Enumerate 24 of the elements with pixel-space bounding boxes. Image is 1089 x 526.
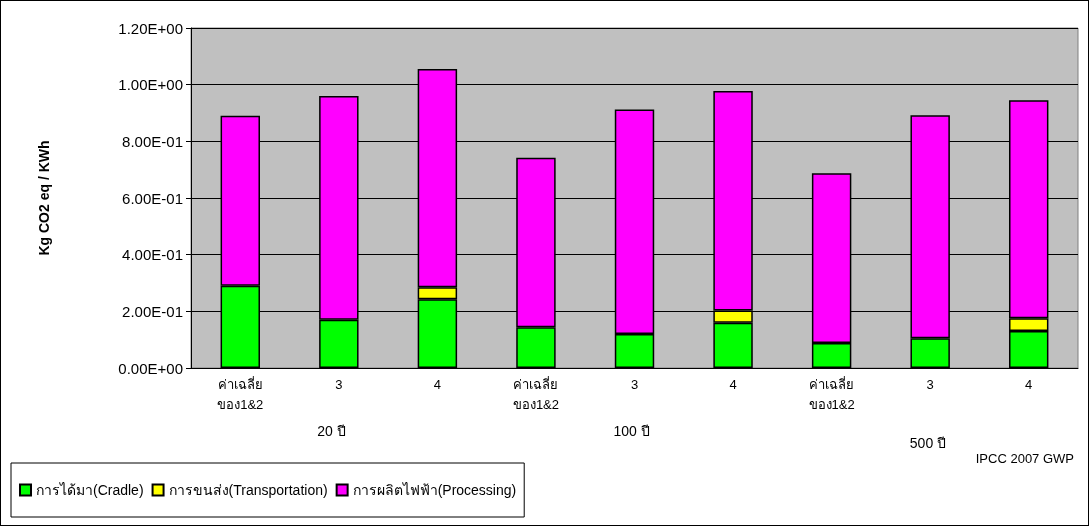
x-tick-label: ค่าเฉลี่ย ของ1&2 xyxy=(512,375,560,412)
x-tick-label: 4 xyxy=(1025,376,1033,392)
x-tick-label: ค่าเฉลี่ย ของ1&2 xyxy=(808,375,855,412)
text: 500 ปี xyxy=(909,435,947,451)
y-tick-label: 4.00E-01 xyxy=(122,246,183,264)
y-tick-label: 0.00E+00 xyxy=(118,359,183,377)
y-tick-label: 8.00E-01 xyxy=(122,132,183,150)
text: 100 ปี xyxy=(613,423,650,439)
x-tick-label: ค่าเฉลี่ย ของ1&2 xyxy=(217,375,264,412)
y-axis-title: Kg CO2 eq / KWh xyxy=(36,140,52,256)
legend-label: การผลิตไฟฟ้า(Processing) xyxy=(352,482,517,498)
y-tick-label: 2.00E-01 xyxy=(122,302,183,320)
y-tick-label: 1.00E+00 xyxy=(118,76,183,94)
y-tick-label: 1.20E+00 xyxy=(118,19,183,37)
x-tick-label: 3 xyxy=(630,376,639,392)
text: IPCC 2007 GWP xyxy=(975,451,1075,466)
x-tick-label: 3 xyxy=(335,376,343,392)
x-tick-label: 3 xyxy=(926,376,934,392)
x-tick-label: 4 xyxy=(729,376,737,392)
y-tick-label: 6.00E-01 xyxy=(122,189,183,207)
legend-label: การขนส่ง(Transportation) xyxy=(168,482,328,498)
x-tick-label: 4 xyxy=(433,376,442,392)
legend-label: การได้มา(Cradle) xyxy=(36,482,144,498)
text: 20 ปี xyxy=(317,423,346,439)
